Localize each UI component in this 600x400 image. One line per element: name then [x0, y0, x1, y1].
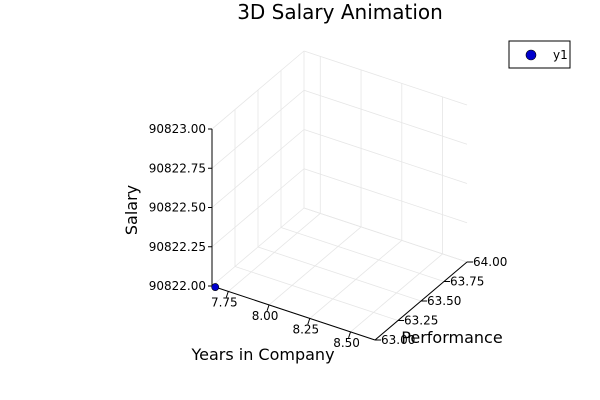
legend-label: y1 — [553, 48, 568, 62]
data-point-0-0 — [211, 283, 220, 291]
tick-labels: 7.75 8.00 8.25 8.50 63.00 63.25 63.50 63.75 64.0… — [149, 122, 508, 350]
z-tick-label-0: 90822.00 — [149, 279, 206, 293]
x-tick-mark-0 — [225, 291, 229, 298]
x-axis-line — [211, 285, 376, 341]
grid-floor-y-1 — [234, 266, 399, 321]
x-tick-label-1: 8.00 — [252, 309, 279, 323]
grid-back-z-4 — [303, 50, 468, 106]
grid-back-z-3 — [303, 89, 468, 145]
grid-back-z-0 — [303, 207, 468, 263]
grid-side-z-4 — [211, 50, 305, 130]
x-tick-mark-1 — [266, 304, 270, 312]
y-tick-label-1: 63.25 — [404, 314, 438, 328]
axes — [208, 128, 473, 341]
grid-back-z-2 — [303, 129, 468, 184]
y-axis-label: Performance — [401, 328, 502, 347]
legend-marker — [525, 49, 537, 61]
x-tick-mark-3 — [348, 331, 352, 339]
z-tick-label-1: 90822.25 — [149, 240, 206, 254]
chart-title: 3D Salary Animation — [237, 0, 443, 24]
x-tick-label-0: 7.75 — [211, 295, 238, 309]
y-tick-label-2: 63.50 — [427, 294, 461, 308]
grid-side-z-0 — [211, 207, 305, 287]
grid-lines — [211, 50, 468, 341]
x-tick-label-2: 8.25 — [292, 322, 319, 336]
x-tick-mark-2 — [307, 318, 311, 325]
legend: y1 — [508, 40, 571, 69]
z-tick-label-2: 90822.50 — [149, 201, 206, 215]
legend-box — [508, 40, 571, 69]
grid-side-z-1 — [211, 168, 305, 248]
y-tick-label-0: 63.00 — [381, 333, 415, 347]
y-tick-label-3: 63.75 — [450, 275, 484, 289]
x-axis-label: Years in Company — [190, 345, 334, 364]
data-points — [211, 283, 220, 291]
z-tick-label-4: 90823.00 — [149, 122, 206, 136]
grid-back-z-1 — [303, 168, 468, 224]
z-tick-label-3: 90822.75 — [149, 161, 206, 175]
grid-floor-y-2 — [257, 246, 422, 302]
grid-floor-y-3 — [280, 227, 445, 282]
z-axis-label: Salary — [122, 185, 141, 235]
grid-side-z-3 — [211, 89, 305, 169]
grid-side-z-2 — [211, 129, 305, 208]
x-tick-label-3: 8.50 — [333, 336, 360, 350]
y-tick-label-4: 64.00 — [473, 255, 507, 269]
